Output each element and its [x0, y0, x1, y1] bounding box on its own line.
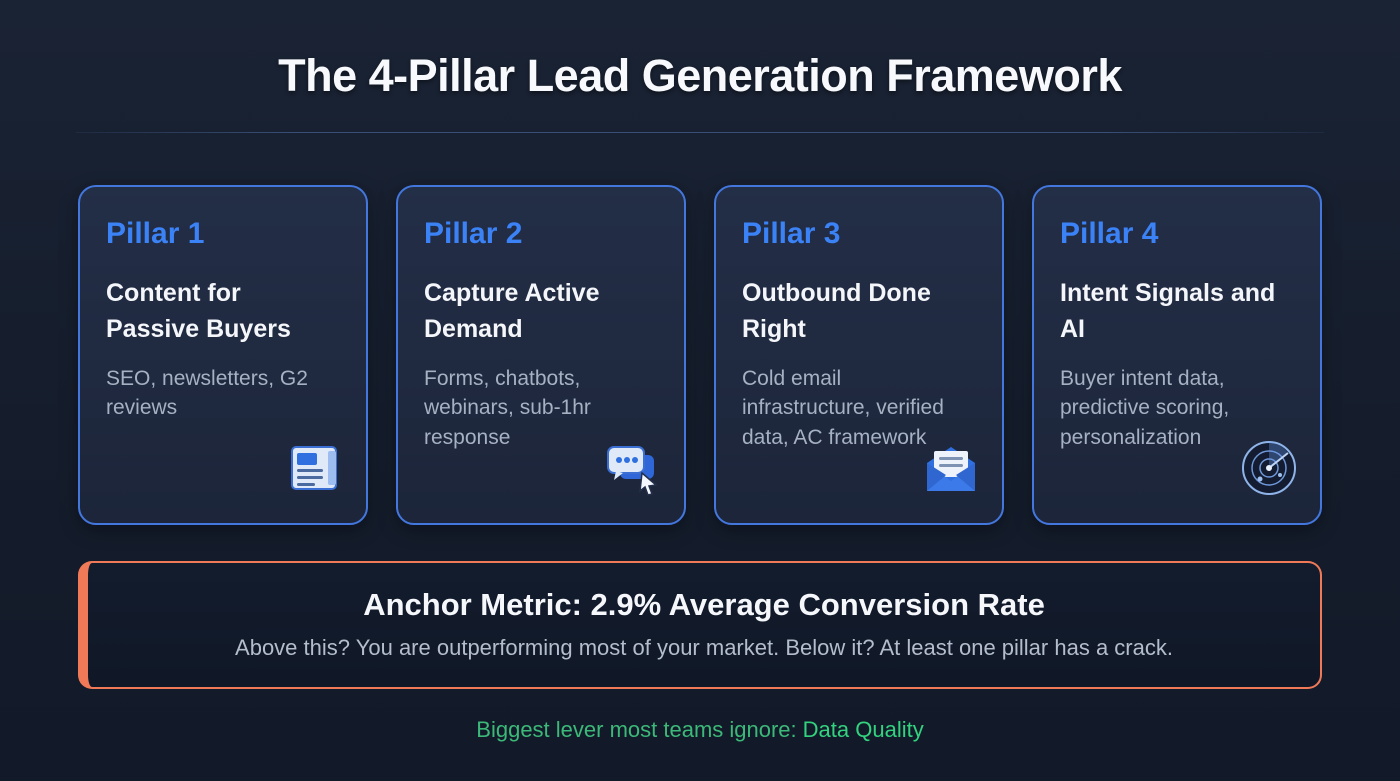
pillar-label: Pillar 4: [1060, 217, 1159, 250]
footer-note: Biggest lever most teams ignore: Data Qua…: [0, 717, 1400, 743]
pillar-label: Pillar 2: [424, 217, 523, 250]
pillar-title: Content for Passive Buyers: [106, 279, 291, 344]
chat-bubbles-cursor-icon: [604, 439, 662, 497]
pillar-label: Pillar 3: [742, 217, 841, 250]
footer-note-prefix: Biggest lever most teams ignore:: [476, 717, 797, 742]
radar-icon: [1240, 439, 1298, 497]
pillar-title: Intent Signals and AI: [1060, 279, 1276, 344]
pillar-description: Buyer intent data, predictive scoring, p…: [1060, 366, 1230, 450]
footer-note-highlight: Data Quality: [802, 717, 924, 742]
newspaper-icon: [286, 439, 344, 497]
pillar-card-1: Pillar 1 Content for Passive Buyers SEO,…: [78, 185, 368, 525]
pillar-label: Pillar 1: [106, 217, 205, 250]
pillar-card-2: Pillar 2 Capture Active Demand Forms, ch…: [396, 185, 686, 525]
anchor-metric-title: Anchor Metric: 2.9% Average Conversion R…: [363, 587, 1045, 622]
anchor-metric-banner: Anchor Metric: 2.9% Average Conversion R…: [78, 561, 1322, 689]
pillar-card-4: Pillar 4 Intent Signals and AI Buyer int…: [1032, 185, 1322, 525]
pillar-description: SEO, newsletters, G2 reviews: [106, 366, 308, 420]
anchor-metric-subtitle: Above this? You are outperforming most o…: [235, 635, 1173, 660]
open-envelope-icon: [922, 439, 980, 497]
page-title: The 4-Pillar Lead Generation Framework: [278, 50, 1122, 101]
pillar-title: Capture Active Demand: [424, 279, 600, 344]
title-divider: [76, 132, 1324, 133]
pillar-description: Forms, chatbots, webinars, sub-1hr respo…: [424, 366, 591, 450]
pillar-title: Outbound Done Right: [742, 279, 931, 344]
pillar-cards-row: Pillar 1 Content for Passive Buyers SEO,…: [78, 185, 1322, 525]
pillar-description: Cold email infrastructure, verified data…: [742, 366, 944, 450]
pillar-card-3: Pillar 3 Outbound Done Right Cold email …: [714, 185, 1004, 525]
